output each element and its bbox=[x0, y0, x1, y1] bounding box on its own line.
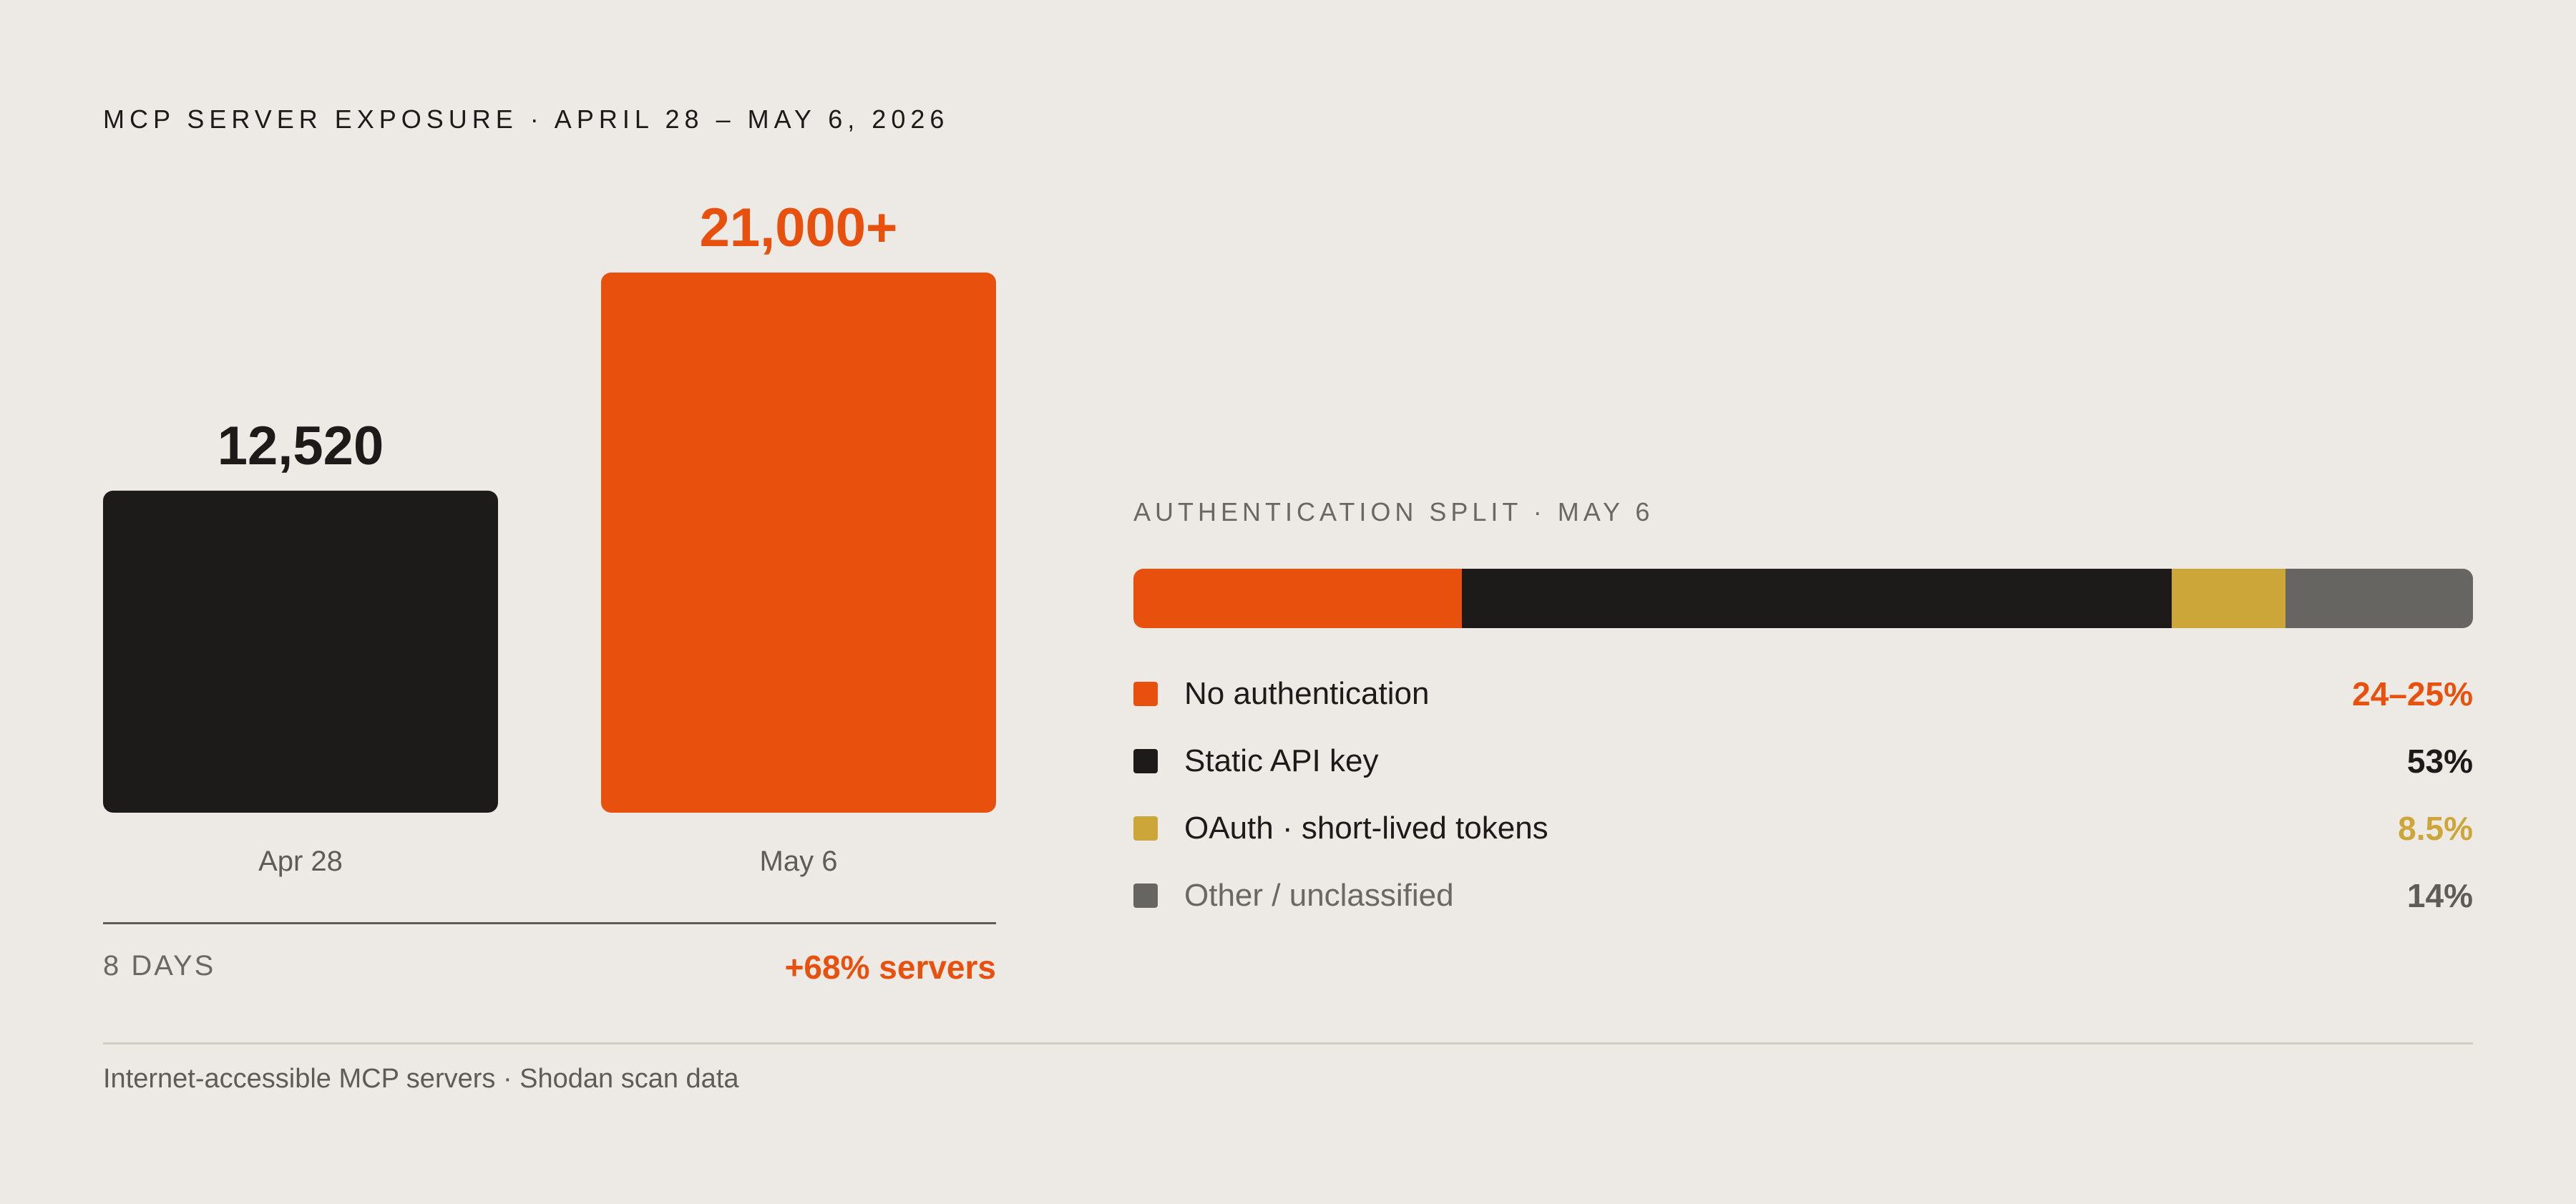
footer-divider bbox=[103, 1042, 2473, 1044]
legend-row: Other / unclassified 14% bbox=[1133, 862, 2473, 929]
legend-label: Static API key bbox=[1184, 743, 1379, 778]
chart-eyebrow-title: MCP SERVER EXPOSURE · APRIL 28 – MAY 6, … bbox=[103, 104, 950, 134]
legend-label: Other / unclassified bbox=[1184, 878, 1454, 913]
bar-category-label: May 6 bbox=[759, 846, 838, 877]
bar-value-label: 21,000+ bbox=[699, 197, 898, 258]
auth-split-stacked-bar bbox=[1133, 569, 2473, 628]
legend-row: No authentication 24–25% bbox=[1133, 660, 2473, 728]
auth-split-title: AUTHENTICATION SPLIT · MAY 6 bbox=[1133, 497, 1654, 527]
time-span-label: 8 DAYS bbox=[103, 950, 216, 982]
legend-row: Static API key 53% bbox=[1133, 728, 2473, 795]
legend-label: No authentication bbox=[1184, 676, 1430, 711]
bar-chart-baseline-rule bbox=[103, 922, 996, 924]
legend-row: OAuth · short-lived tokens 8.5% bbox=[1133, 795, 2473, 862]
legend-swatch bbox=[1133, 884, 1158, 908]
stack-segment bbox=[2171, 569, 2285, 628]
stack-segment bbox=[2285, 569, 2473, 628]
source-footnote: Internet-accessible MCP servers · Shodan… bbox=[103, 1064, 739, 1094]
legend-swatch bbox=[1133, 816, 1158, 841]
legend-value: 8.5% bbox=[2398, 810, 2473, 847]
bar-apr-28 bbox=[103, 490, 498, 813]
legend-value: 53% bbox=[2406, 743, 2473, 780]
legend-value: 24–25% bbox=[2352, 675, 2473, 713]
stack-segment bbox=[1461, 569, 2172, 628]
legend-label: OAuth · short-lived tokens bbox=[1184, 811, 1548, 846]
bar-category-label: Apr 28 bbox=[258, 846, 343, 877]
growth-label: +68% servers bbox=[784, 949, 996, 986]
legend-swatch bbox=[1133, 749, 1158, 773]
bar-value-label: 12,520 bbox=[217, 415, 384, 476]
bar-may-6 bbox=[601, 273, 996, 813]
stack-segment bbox=[1133, 569, 1462, 628]
auth-split-legend: No authentication 24–25% Static API key 53%… bbox=[1133, 660, 2473, 929]
legend-value: 14% bbox=[2406, 877, 2473, 914]
server-count-bar-chart bbox=[103, 273, 996, 813]
legend-swatch bbox=[1133, 682, 1158, 706]
